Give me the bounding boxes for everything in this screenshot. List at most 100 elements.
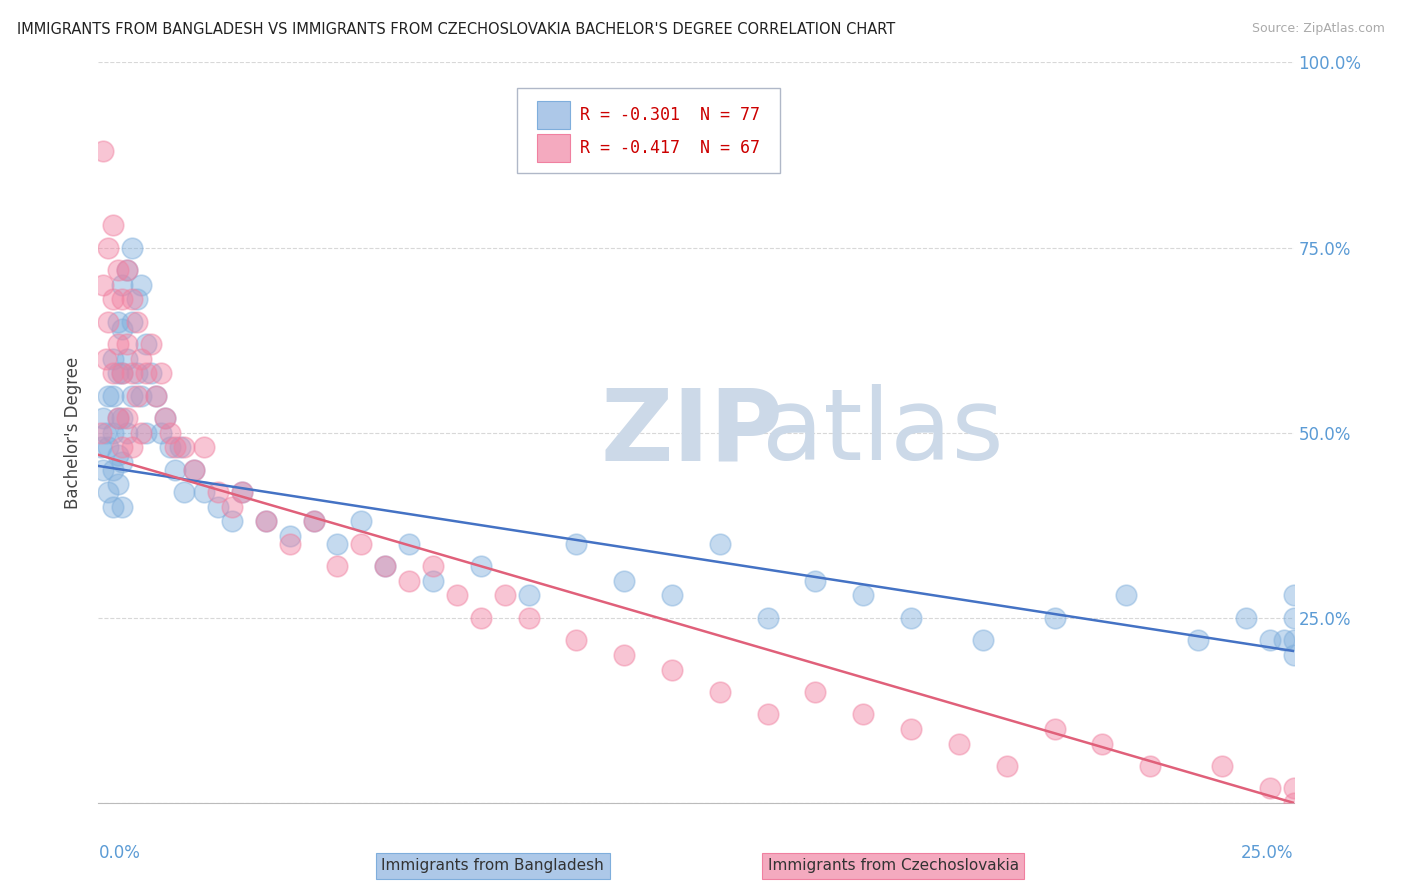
Point (107, 410, 129, 425)
Point (159, 425, 181, 440)
Point (149, 367, 172, 381)
Point (115, 336, 138, 351)
Point (107, 262, 129, 277)
Point (709, 536, 731, 550)
Y-axis label: Bachelor's Degree: Bachelor's Degree (65, 357, 83, 508)
Point (374, 558, 396, 573)
Point (155, 410, 177, 425)
Point (517, 610, 540, 624)
Point (101, 293, 124, 307)
Point (115, 410, 138, 425)
Point (97, 484, 120, 499)
Point (756, 706, 779, 721)
Point (94, 425, 117, 440)
Point (948, 737, 970, 751)
Point (207, 484, 229, 499)
Point (115, 262, 138, 277)
Point (111, 322, 134, 336)
Point (193, 484, 215, 499)
Point (972, 632, 994, 647)
Point (101, 219, 124, 233)
Point (94, 351, 117, 366)
Point (1258, 632, 1281, 647)
Point (350, 515, 373, 529)
Point (159, 441, 181, 455)
Point (900, 610, 922, 624)
Point (121, 388, 143, 402)
Point (145, 388, 167, 402)
Point (115, 262, 138, 277)
Point (173, 441, 195, 455)
Point (278, 529, 301, 543)
Point (111, 293, 134, 307)
Point (111, 455, 134, 469)
Point (1282, 632, 1305, 647)
Text: R = -0.301  N = 77: R = -0.301 N = 77 (581, 106, 761, 124)
Point (125, 388, 148, 402)
Point (135, 425, 157, 440)
Text: Source: ZipAtlas.com: Source: ZipAtlas.com (1251, 22, 1385, 36)
Point (1043, 722, 1066, 736)
Point (422, 558, 444, 573)
Point (115, 351, 138, 366)
Point (90, 441, 112, 455)
Point (91, 145, 114, 159)
Point (163, 462, 186, 476)
Point (398, 536, 420, 550)
Point (1211, 758, 1233, 772)
Point (101, 500, 124, 514)
Point (101, 462, 124, 476)
Point (107, 336, 129, 351)
Point (101, 351, 124, 366)
Point (111, 441, 134, 455)
Point (111, 367, 134, 381)
Point (852, 589, 875, 603)
Text: atlas: atlas (762, 384, 1004, 481)
Point (1139, 758, 1161, 772)
Point (101, 367, 124, 381)
Point (804, 685, 827, 699)
Point (1091, 737, 1114, 751)
Point (804, 574, 827, 588)
Point (121, 240, 143, 255)
Point (470, 610, 492, 624)
Point (517, 589, 540, 603)
Point (135, 367, 157, 381)
Point (111, 367, 134, 381)
Point (90, 425, 112, 440)
Point (565, 536, 588, 550)
Text: 25.0%: 25.0% (1241, 844, 1294, 862)
Point (1187, 632, 1209, 647)
Point (91, 462, 114, 476)
Bar (537, 101, 571, 129)
Point (1272, 632, 1295, 647)
Point (125, 314, 148, 328)
Point (326, 536, 349, 550)
Point (613, 648, 636, 662)
Point (1234, 610, 1257, 624)
FancyBboxPatch shape (517, 88, 779, 173)
Point (374, 558, 396, 573)
Point (107, 410, 129, 425)
Point (1282, 589, 1305, 603)
Point (131, 351, 153, 366)
Text: IMMIGRANTS FROM BANGLADESH VS IMMIGRANTS FROM CZECHOSLOVAKIA BACHELOR'S DEGREE C: IMMIGRANTS FROM BANGLADESH VS IMMIGRANTS… (17, 22, 896, 37)
Point (183, 462, 205, 476)
Point (121, 293, 143, 307)
Point (111, 500, 134, 514)
Point (278, 536, 301, 550)
Point (446, 589, 468, 603)
Point (183, 462, 205, 476)
Point (1115, 589, 1137, 603)
Point (139, 336, 162, 351)
Point (565, 632, 588, 647)
Text: ZIP: ZIP (600, 384, 783, 481)
Point (111, 277, 134, 292)
Point (995, 758, 1018, 772)
Point (254, 515, 277, 529)
Point (149, 425, 172, 440)
Point (131, 425, 153, 440)
Point (302, 515, 325, 529)
Point (221, 515, 243, 529)
Point (131, 277, 153, 292)
